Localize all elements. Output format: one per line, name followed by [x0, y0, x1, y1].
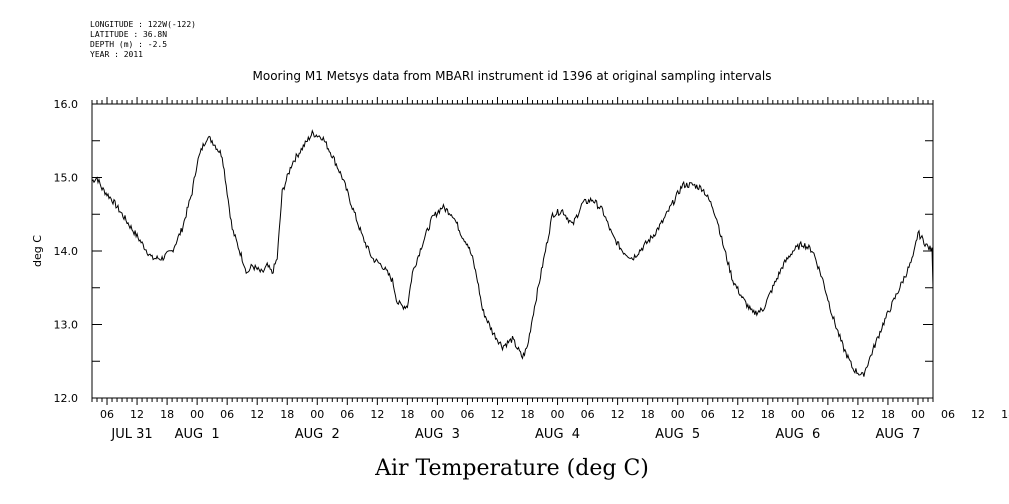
- x-tick-label: 00: [310, 408, 324, 421]
- longitude-text: LONGITUDE : 122W(-122): [90, 20, 196, 29]
- x-tick-label: 12: [130, 408, 144, 421]
- x-tick-label: 18: [641, 408, 655, 421]
- x-tick-label: 06: [340, 408, 354, 421]
- x-tick-label: 18: [1001, 408, 1009, 421]
- x-tick-label: 00: [551, 408, 565, 421]
- y-tick-label: 16.0: [54, 98, 79, 111]
- date-label: AUG 1: [175, 427, 220, 442]
- date-labels: JUL 31 AUG 1 AUG 2 AUG 3 AUG 4 AUG 5 AUG 6 AUG …: [110, 427, 920, 442]
- x-axis-label: Air Temperature (deg C): [374, 456, 649, 481]
- x-tick-label: 00: [791, 408, 805, 421]
- plot-frame: [91, 103, 934, 399]
- x-tick-label: 06: [220, 408, 234, 421]
- x-tick-label: 18: [521, 408, 535, 421]
- year-text: YEAR : 2011: [90, 50, 143, 59]
- date-label: AUG 4: [535, 427, 580, 442]
- y-tick-labels: 12.0 13.0 14.0 15.0 16.0: [54, 98, 79, 405]
- x-tick-label: 12: [370, 408, 384, 421]
- x-tick-label: 00: [190, 408, 204, 421]
- tick-marks: [91, 97, 934, 405]
- x-tick-label: 12: [851, 408, 865, 421]
- x-tick-label: 06: [100, 408, 114, 421]
- metadata-block: LONGITUDE : 122W(-122) LATITUDE : 36.8N …: [90, 20, 196, 60]
- x-tick-label: 18: [881, 408, 895, 421]
- date-label: AUG 6: [775, 427, 820, 442]
- x-tick-label: 06: [460, 408, 474, 421]
- x-tick-label: 06: [941, 408, 955, 421]
- x-tick-label: 06: [701, 408, 715, 421]
- date-label: JUL 31: [110, 427, 152, 442]
- x-tick-label: 18: [160, 408, 174, 421]
- x-tick-label: 00: [430, 408, 444, 421]
- depth-text: DEPTH (m) : -2.5: [90, 40, 168, 49]
- y-tick-label: 14.0: [54, 245, 79, 258]
- x-tick-label: 12: [971, 408, 985, 421]
- x-tick-label: 06: [581, 408, 595, 421]
- y-tick-label: 15.0: [54, 172, 79, 185]
- date-label: AUG 3: [415, 427, 460, 442]
- y-axis-label: deg C: [31, 235, 44, 267]
- y-tick-label: 12.0: [54, 392, 79, 405]
- x-tick-label: 00: [671, 408, 685, 421]
- date-label: AUG 7: [875, 427, 920, 442]
- x-tick-label: 18: [400, 408, 414, 421]
- chart-title: Mooring M1 Metsys data from MBARI instru…: [253, 69, 772, 83]
- x-tick-label: 12: [731, 408, 745, 421]
- x-tick-label: 06: [821, 408, 835, 421]
- y-tick-label: 13.0: [54, 319, 79, 332]
- date-label: AUG 5: [655, 427, 700, 442]
- date-label: AUG 2: [295, 427, 340, 442]
- x-tick-label: 12: [490, 408, 504, 421]
- x-tick-label: 18: [280, 408, 294, 421]
- latitude-text: LATITUDE : 36.8N: [90, 30, 168, 39]
- x-tick-label: 12: [250, 408, 264, 421]
- x-tick-labels: 06 12 18 00 06 12 18 00 06 12 18 00 06 12 18 00 06 12 18 00…: [100, 408, 1009, 421]
- series-line: [91, 129, 934, 377]
- x-tick-label: 00: [911, 408, 925, 421]
- x-tick-label: 12: [611, 408, 625, 421]
- x-tick-label: 18: [761, 408, 775, 421]
